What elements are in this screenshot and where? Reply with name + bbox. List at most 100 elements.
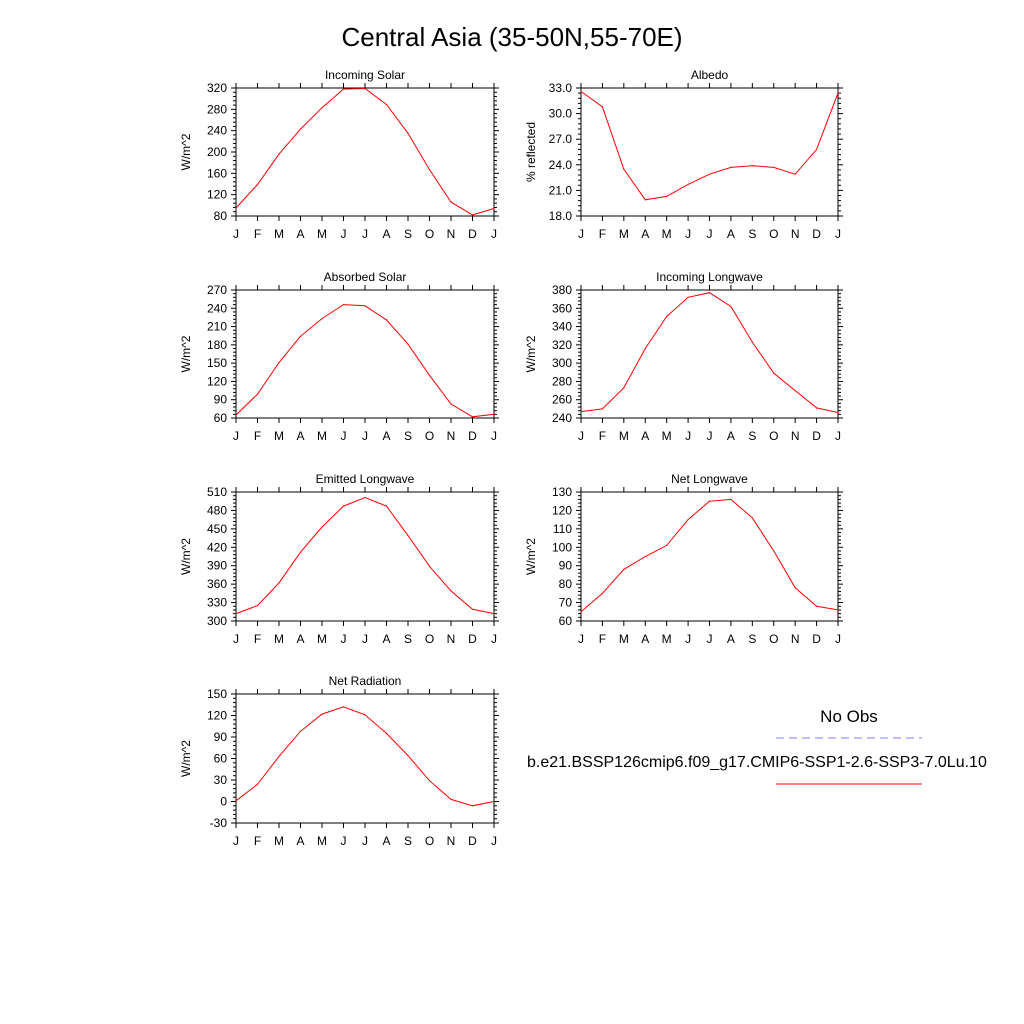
- data-point: [708, 173, 711, 175]
- data-point: [773, 372, 775, 374]
- x-tick-label: J: [362, 429, 368, 443]
- data-point: [299, 551, 302, 553]
- x-tick-label: J: [341, 632, 347, 646]
- x-tick-label: J: [362, 227, 368, 241]
- data-point: [687, 519, 689, 521]
- data-point: [385, 505, 388, 507]
- x-tick-label: N: [447, 429, 456, 443]
- data-point: [428, 780, 431, 782]
- data-point: [580, 611, 582, 613]
- data-point: [815, 148, 818, 151]
- y-axis-label: W/m^2: [179, 740, 193, 777]
- data-point: [493, 413, 495, 415]
- data-point: [278, 361, 280, 364]
- x-tick-label: O: [769, 227, 778, 241]
- data-point: [730, 498, 732, 500]
- data-point: [666, 195, 668, 197]
- data-point: [644, 555, 646, 558]
- x-tick-label: J: [362, 834, 368, 848]
- y-axis-label: W/m^2: [524, 538, 538, 575]
- legend-model-label: b.e21.BSSP126cmip6.f09_g17.CMIP6-SSP1-2.…: [527, 754, 987, 771]
- y-tick-label: 60: [214, 411, 228, 425]
- y-tick-label: 300: [552, 356, 572, 370]
- data-point: [450, 590, 452, 592]
- x-tick-label: O: [425, 632, 434, 646]
- data-point: [321, 713, 323, 715]
- x-tick-label: A: [296, 834, 304, 848]
- data-point: [342, 505, 345, 507]
- y-tick-label: 18.0: [549, 209, 573, 223]
- x-tick-label: A: [296, 632, 304, 646]
- data-point: [815, 407, 818, 409]
- data-point: [385, 319, 388, 321]
- y-tick-label: 27.0: [549, 132, 573, 146]
- x-tick-label: M: [317, 834, 327, 848]
- plot-frame: [235, 693, 495, 824]
- data-point: [471, 608, 474, 610]
- figure-title: Central Asia (35-50N,55-70E): [341, 22, 682, 52]
- x-tick-label: J: [233, 227, 239, 241]
- x-tick-label: N: [447, 227, 456, 241]
- series-line: [580, 498, 839, 613]
- x-tick-label: J: [835, 632, 841, 646]
- x-tick-label: A: [296, 429, 304, 443]
- x-tick-label: J: [233, 429, 239, 443]
- x-tick-label: F: [254, 632, 261, 646]
- x-tick-label: M: [619, 632, 629, 646]
- x-tick-label: J: [362, 632, 368, 646]
- x-tick-label: A: [382, 632, 390, 646]
- x-tick-label: D: [468, 834, 477, 848]
- data-point: [278, 582, 280, 584]
- x-tick-label: J: [491, 227, 497, 241]
- y-tick-label: 240: [207, 301, 227, 315]
- data-point: [278, 755, 280, 757]
- data-point: [407, 535, 409, 537]
- data-point: [773, 166, 775, 168]
- data-point: [342, 706, 345, 708]
- y-tick-label: 33.0: [549, 81, 573, 95]
- x-tick-label: F: [254, 227, 261, 241]
- data-point: [385, 732, 388, 735]
- x-tick-label: M: [317, 429, 327, 443]
- data-point: [256, 783, 259, 785]
- data-point: [751, 165, 753, 167]
- y-tick-label: 120: [552, 503, 572, 517]
- y-tick-label: 70: [559, 596, 573, 610]
- x-tick-label: J: [707, 632, 713, 646]
- y-axis-label: W/m^2: [179, 335, 193, 372]
- x-tick-label: J: [578, 227, 584, 241]
- x-tick-label: O: [769, 429, 778, 443]
- data-point: [773, 550, 775, 552]
- y-tick-label: 360: [207, 577, 227, 591]
- x-tick-label: S: [748, 429, 756, 443]
- x-tick-label: M: [317, 227, 327, 241]
- x-tick-label: J: [707, 429, 713, 443]
- y-tick-label: 260: [552, 393, 572, 407]
- data-point: [385, 103, 388, 106]
- panel-title: Absorbed Solar: [324, 270, 407, 284]
- data-point: [471, 416, 474, 418]
- y-tick-label: 60: [214, 752, 228, 766]
- chart-panel-4: Incoming Longwave W/m^2 240 260 280 300 320 340…: [524, 270, 843, 443]
- y-tick-label: 100: [552, 540, 572, 554]
- y-tick-label: 300: [207, 614, 227, 628]
- data-point: [299, 335, 302, 337]
- y-tick-label: 360: [552, 301, 572, 315]
- data-point: [580, 90, 582, 93]
- data-point: [235, 414, 237, 416]
- data-point: [407, 755, 409, 757]
- series-line: [235, 496, 495, 615]
- x-tick-label: M: [662, 429, 672, 443]
- data-point: [493, 207, 495, 210]
- x-tick-label: D: [812, 227, 821, 241]
- y-tick-label: 380: [552, 283, 572, 297]
- legend-obs-label: No Obs: [820, 707, 878, 726]
- x-tick-label: J: [835, 227, 841, 241]
- x-tick-label: M: [274, 227, 284, 241]
- chart-panel-3: Absorbed Solar W/m^2 60 90 120 150 180 210 240 27…: [179, 270, 499, 443]
- y-tick-label: 30.0: [549, 107, 573, 121]
- x-tick-label: F: [254, 834, 261, 848]
- panel-title: Incoming Longwave: [656, 270, 763, 284]
- y-tick-label: 150: [207, 356, 227, 370]
